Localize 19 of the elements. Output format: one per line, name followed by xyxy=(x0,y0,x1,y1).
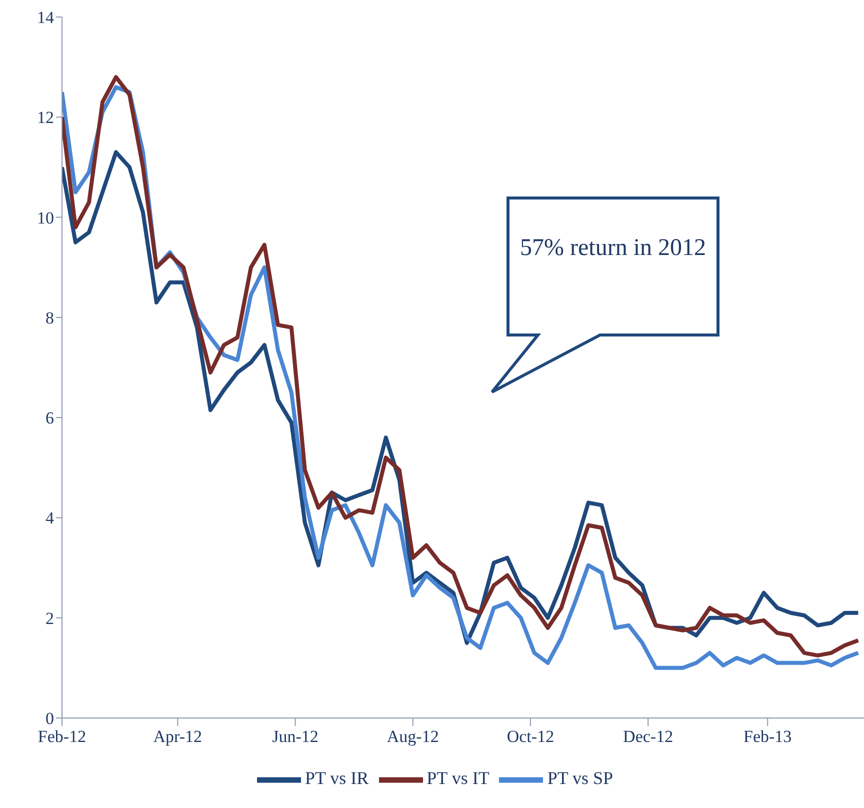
y-tick-label: 12 xyxy=(37,108,54,128)
x-tick-label: Dec-12 xyxy=(623,727,674,746)
x-tick-label: Aug-12 xyxy=(386,727,439,746)
x-tick-label: Apr-12 xyxy=(153,727,202,746)
x-tick-label: Oct-12 xyxy=(506,727,554,746)
y-tick-label: 0 xyxy=(46,709,54,728)
y-tick-label: 2 xyxy=(46,608,54,628)
legend-label: PT vs SP xyxy=(547,768,614,788)
y-tick-label: 4 xyxy=(46,508,54,528)
legend-label: PT vs IT xyxy=(426,768,490,788)
y-tick-label: 10 xyxy=(37,208,54,228)
x-tick-label: Jun-12 xyxy=(272,727,318,746)
y-tick-label: 8 xyxy=(46,308,54,328)
y-tick-label: 6 xyxy=(46,408,54,428)
annotation: 57% return in 2012 xyxy=(519,234,707,263)
y-tick-label: 14 xyxy=(37,8,54,28)
legend-label: PT vs IR xyxy=(304,768,369,788)
x-tick-label: Feb-12 xyxy=(38,727,86,746)
x-tick-label: Feb-13 xyxy=(744,727,792,746)
